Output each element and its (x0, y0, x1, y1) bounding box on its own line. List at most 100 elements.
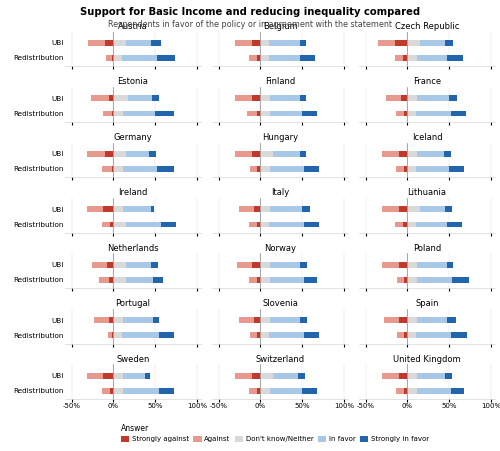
Bar (418, 373, 445, 379)
Bar (114, 262, 126, 267)
Bar (257, 110, 260, 116)
Bar (399, 207, 407, 212)
Bar (270, 110, 302, 116)
Bar (252, 151, 260, 156)
Bar (102, 388, 110, 394)
Title: Poland: Poland (413, 244, 441, 253)
Title: Ireland: Ireland (118, 188, 148, 197)
Bar (396, 110, 404, 116)
Bar (122, 332, 160, 338)
Bar (302, 207, 310, 212)
Bar (304, 221, 319, 227)
Bar (420, 207, 445, 212)
Bar (395, 221, 403, 227)
Bar (157, 166, 174, 172)
Bar (114, 151, 126, 156)
Bar (396, 388, 404, 394)
Bar (382, 373, 399, 379)
Bar (126, 262, 151, 267)
Title: Spain: Spain (415, 299, 438, 308)
Bar (260, 166, 270, 172)
Bar (108, 332, 112, 338)
Bar (403, 221, 407, 227)
Bar (384, 318, 399, 323)
Bar (408, 166, 416, 172)
Bar (257, 166, 260, 172)
Title: Austria: Austria (118, 22, 148, 31)
Bar (398, 332, 404, 338)
Bar (161, 221, 176, 227)
Bar (382, 262, 399, 267)
Bar (155, 110, 174, 116)
Bar (449, 166, 464, 172)
Bar (114, 388, 124, 394)
Bar (114, 373, 124, 379)
Bar (252, 262, 260, 267)
Title: Estonia: Estonia (118, 77, 148, 86)
Bar (102, 166, 112, 172)
Title: Czech Republic: Czech Republic (395, 22, 459, 31)
Bar (248, 221, 257, 227)
Bar (260, 207, 270, 212)
Bar (395, 55, 403, 61)
Bar (260, 373, 273, 379)
Bar (112, 55, 114, 61)
Bar (408, 151, 418, 156)
Bar (382, 207, 399, 212)
Bar (152, 277, 162, 283)
Bar (399, 373, 407, 379)
Bar (152, 96, 158, 101)
Bar (114, 318, 124, 323)
Bar (449, 96, 458, 101)
Bar (418, 262, 446, 267)
Bar (260, 277, 270, 283)
Bar (408, 277, 418, 283)
Bar (124, 318, 154, 323)
Bar (102, 221, 110, 227)
Bar (104, 373, 114, 379)
Bar (273, 373, 298, 379)
Bar (237, 262, 252, 267)
Bar (91, 96, 109, 101)
Bar (395, 40, 407, 46)
Bar (451, 388, 464, 394)
Bar (154, 318, 158, 323)
Title: Belgium: Belgium (262, 22, 298, 31)
Bar (86, 207, 104, 212)
Bar (300, 318, 307, 323)
Title: Iceland: Iceland (412, 133, 442, 142)
Bar (124, 373, 145, 379)
Bar (268, 40, 300, 46)
Title: Netherlands: Netherlands (107, 244, 159, 253)
Bar (404, 277, 407, 283)
Bar (404, 332, 407, 338)
Bar (254, 207, 260, 212)
Bar (302, 110, 317, 116)
Text: Support for Basic Income and reducing inequality compared: Support for Basic Income and reducing in… (80, 7, 420, 17)
Bar (273, 151, 299, 156)
Bar (270, 388, 302, 394)
Bar (408, 96, 418, 101)
Bar (92, 262, 106, 267)
Bar (109, 277, 114, 283)
Bar (382, 151, 399, 156)
Title: Italy: Italy (271, 188, 289, 197)
Bar (112, 110, 114, 116)
Bar (416, 221, 448, 227)
Bar (250, 332, 257, 338)
Bar (106, 55, 112, 61)
Bar (408, 40, 420, 46)
Bar (300, 96, 306, 101)
Bar (248, 55, 257, 61)
Bar (151, 40, 161, 46)
Bar (270, 277, 304, 283)
Bar (448, 318, 456, 323)
Bar (418, 151, 444, 156)
Text: Respondents in favor of the policy or in agreement with the statement: Respondents in favor of the policy or in… (108, 20, 392, 29)
Bar (399, 262, 407, 267)
Bar (252, 373, 260, 379)
Title: Germany: Germany (114, 133, 152, 142)
Bar (236, 96, 252, 101)
Title: France: France (413, 77, 441, 86)
Bar (396, 166, 404, 172)
